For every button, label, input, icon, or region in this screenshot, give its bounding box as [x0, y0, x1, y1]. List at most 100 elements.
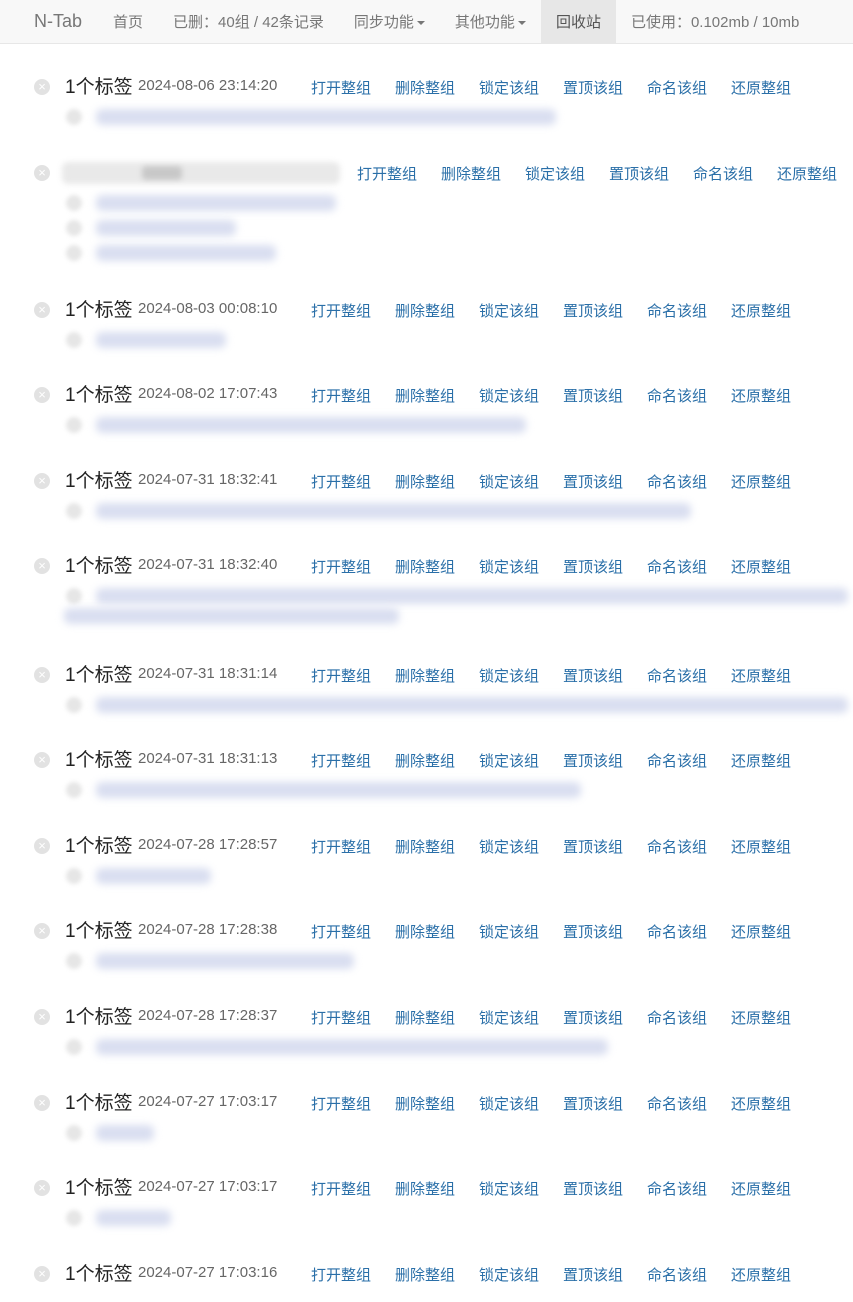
delete-group-link[interactable]: 删除整组: [395, 1267, 456, 1284]
open-group-link[interactable]: 打开整组: [311, 1267, 372, 1284]
close-circle-icon[interactable]: ×: [34, 1180, 50, 1196]
tab-item[interactable]: [0, 216, 853, 238]
tab-title[interactable]: [96, 417, 526, 433]
tab-title[interactable]: [96, 109, 556, 125]
tab-title[interactable]: [96, 1039, 608, 1055]
restore-group-link[interactable]: 还原整组: [731, 1096, 792, 1113]
tab-item[interactable]: [0, 693, 853, 715]
nav-home[interactable]: 首页: [113, 14, 144, 31]
close-circle-icon[interactable]: ×: [34, 387, 50, 403]
rename-group-link[interactable]: 命名该组: [647, 753, 708, 770]
delete-group-link[interactable]: 删除整组: [441, 166, 502, 183]
open-group-link[interactable]: 打开整组: [311, 839, 372, 856]
restore-group-link[interactable]: 还原整组: [731, 1181, 792, 1198]
open-group-link[interactable]: 打开整组: [311, 1096, 372, 1113]
open-group-link[interactable]: 打开整组: [311, 1181, 372, 1198]
tab-title[interactable]: [96, 195, 336, 211]
pin-group-link[interactable]: 置顶该组: [563, 668, 624, 685]
delete-group-link[interactable]: 删除整组: [395, 1010, 456, 1027]
tab-title[interactable]: [96, 220, 236, 236]
lock-group-link[interactable]: 锁定该组: [479, 753, 540, 770]
close-circle-icon[interactable]: ×: [34, 473, 50, 489]
tab-title[interactable]: [96, 868, 211, 884]
restore-group-link[interactable]: 还原整组: [731, 839, 792, 856]
open-group-link[interactable]: 打开整组: [311, 753, 372, 770]
delete-group-link[interactable]: 删除整组: [395, 80, 456, 97]
lock-group-link[interactable]: 锁定该组: [479, 559, 540, 576]
rename-group-link[interactable]: 命名该组: [647, 1181, 708, 1198]
pin-group-link[interactable]: 置顶该组: [563, 388, 624, 405]
close-circle-icon[interactable]: ×: [34, 838, 50, 854]
pin-group-link[interactable]: 置顶该组: [563, 1181, 624, 1198]
lock-group-link[interactable]: 锁定该组: [479, 668, 540, 685]
rename-group-link[interactable]: 命名该组: [647, 839, 708, 856]
restore-group-link[interactable]: 还原整组: [731, 753, 792, 770]
rename-group-link[interactable]: 命名该组: [647, 559, 708, 576]
tab-item[interactable]: [0, 949, 853, 971]
lock-group-link[interactable]: 锁定该组: [479, 924, 540, 941]
close-circle-icon[interactable]: ×: [34, 1009, 50, 1025]
lock-group-link[interactable]: 锁定该组: [479, 388, 540, 405]
open-group-link[interactable]: 打开整组: [311, 388, 372, 405]
open-group-link[interactable]: 打开整组: [311, 559, 372, 576]
close-circle-icon[interactable]: ×: [34, 302, 50, 318]
restore-group-link[interactable]: 还原整组: [731, 1267, 792, 1284]
pin-group-link[interactable]: 置顶该组: [563, 1010, 624, 1027]
pin-group-link[interactable]: 置顶该组: [563, 559, 624, 576]
tab-title[interactable]: [96, 953, 354, 969]
tab-item[interactable]: [0, 105, 853, 127]
restore-group-link[interactable]: 还原整组: [731, 559, 792, 576]
restore-group-link[interactable]: 还原整组: [731, 668, 792, 685]
restore-group-link[interactable]: 还原整组: [731, 303, 792, 320]
tab-item[interactable]: [0, 864, 853, 886]
tab-item[interactable]: [0, 241, 853, 263]
nav-recycle-bin[interactable]: 回收站: [540, 0, 616, 43]
open-group-link[interactable]: 打开整组: [311, 1010, 372, 1027]
tab-title[interactable]: [96, 1125, 154, 1141]
close-circle-icon[interactable]: ×: [34, 79, 50, 95]
tab-title[interactable]: [96, 782, 581, 798]
lock-group-link[interactable]: 锁定该组: [479, 80, 540, 97]
tab-title[interactable]: [96, 245, 276, 261]
delete-group-link[interactable]: 删除整组: [395, 753, 456, 770]
tab-item[interactable]: [0, 1121, 853, 1143]
close-circle-icon[interactable]: ×: [34, 1095, 50, 1111]
rename-group-link[interactable]: 命名该组: [647, 668, 708, 685]
rename-group-link[interactable]: 命名该组: [693, 166, 754, 183]
tab-title[interactable]: [96, 588, 848, 604]
open-group-link[interactable]: 打开整组: [311, 924, 372, 941]
delete-group-link[interactable]: 删除整组: [395, 474, 456, 491]
restore-group-link[interactable]: 还原整组: [731, 80, 792, 97]
restore-group-link[interactable]: 还原整组: [731, 474, 792, 491]
delete-group-link[interactable]: 删除整组: [395, 1181, 456, 1198]
open-group-link[interactable]: 打开整组: [311, 303, 372, 320]
close-circle-icon[interactable]: ×: [34, 165, 50, 181]
tab-item[interactable]: [0, 1035, 853, 1057]
delete-group-link[interactable]: 删除整组: [395, 388, 456, 405]
tab-title-wrap[interactable]: [64, 608, 399, 624]
lock-group-link[interactable]: 锁定该组: [479, 1181, 540, 1198]
delete-group-link[interactable]: 删除整组: [395, 1096, 456, 1113]
close-circle-icon[interactable]: ×: [34, 1266, 50, 1282]
tab-item[interactable]: [0, 1206, 853, 1228]
nav-other-dropdown[interactable]: 其他功能: [440, 0, 541, 43]
lock-group-link[interactable]: 锁定该组: [479, 1010, 540, 1027]
pin-group-link[interactable]: 置顶该组: [563, 1096, 624, 1113]
pin-group-link[interactable]: 置顶该组: [563, 474, 624, 491]
rename-group-link[interactable]: 命名该组: [647, 1096, 708, 1113]
tab-item[interactable]: [0, 584, 853, 626]
close-circle-icon[interactable]: ×: [34, 923, 50, 939]
restore-group-link[interactable]: 还原整组: [731, 388, 792, 405]
tab-item[interactable]: [0, 778, 853, 800]
restore-group-link[interactable]: 还原整组: [731, 924, 792, 941]
rename-group-link[interactable]: 命名该组: [647, 1010, 708, 1027]
lock-group-link[interactable]: 锁定该组: [479, 839, 540, 856]
pin-group-link[interactable]: 置顶该组: [563, 753, 624, 770]
delete-group-link[interactable]: 删除整组: [395, 303, 456, 320]
rename-group-link[interactable]: 命名该组: [647, 303, 708, 320]
nav-sync-dropdown[interactable]: 同步功能: [339, 0, 440, 43]
close-circle-icon[interactable]: ×: [34, 558, 50, 574]
pin-group-link[interactable]: 置顶该组: [563, 80, 624, 97]
tab-item[interactable]: [0, 191, 853, 213]
rename-group-link[interactable]: 命名该组: [647, 80, 708, 97]
